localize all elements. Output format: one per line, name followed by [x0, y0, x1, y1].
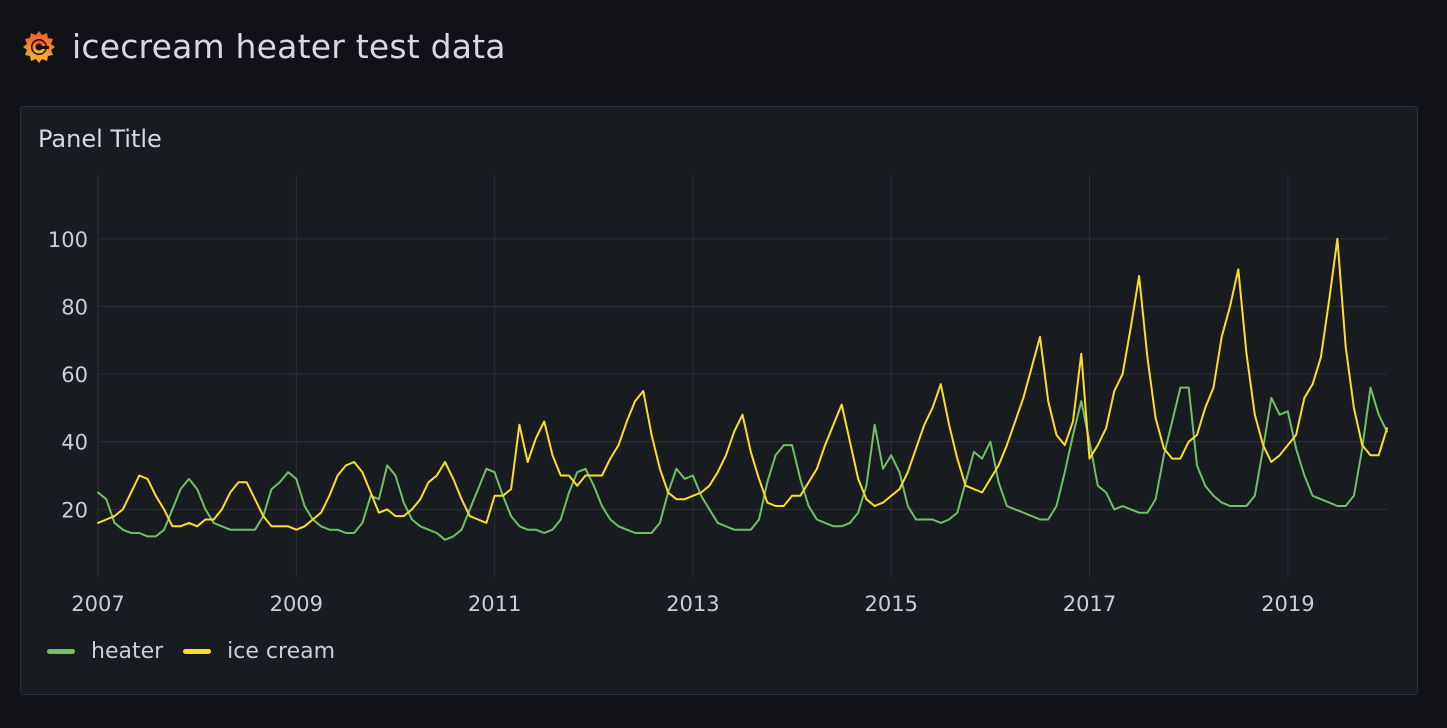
- dashboard-title[interactable]: icecream heater test data: [72, 27, 506, 66]
- x-tick-label: 2015: [865, 592, 918, 616]
- dashboard-header: icecream heater test data: [22, 24, 506, 68]
- x-tick-label: 2007: [71, 592, 124, 616]
- x-tick-label: 2017: [1063, 592, 1116, 616]
- y-tick-label: 40: [61, 431, 88, 455]
- x-tick-label: 2009: [270, 592, 323, 616]
- y-tick-label: 80: [61, 295, 88, 319]
- grafana-logo-icon[interactable]: [22, 29, 56, 63]
- timeseries-panel[interactable]: Panel Title 20 40 60 80 100 2007 2009 2011 2013 2…: [20, 106, 1418, 695]
- x-tick-label: 2019: [1261, 592, 1314, 616]
- series-line-heater[interactable]: [98, 388, 1387, 540]
- legend-label: ice cream: [227, 639, 335, 664]
- legend: heater ice cream: [47, 639, 355, 664]
- y-tick-label: 100: [48, 228, 88, 252]
- legend-label: heater: [91, 639, 163, 664]
- y-tick-label: 60: [61, 363, 88, 387]
- legend-item-heater[interactable]: heater: [47, 639, 163, 664]
- x-tick-label: 2011: [468, 592, 521, 616]
- x-tick-label: 2013: [666, 592, 719, 616]
- series-line-ice-cream[interactable]: [98, 239, 1387, 530]
- line-chart[interactable]: 20 40 60 80 100 2007 2009 2011 2013 2015 2017 2019: [21, 107, 1419, 637]
- legend-swatch: [47, 649, 75, 654]
- y-tick-label: 20: [61, 498, 88, 522]
- legend-item-ice-cream[interactable]: ice cream: [183, 639, 335, 664]
- legend-swatch: [183, 649, 211, 654]
